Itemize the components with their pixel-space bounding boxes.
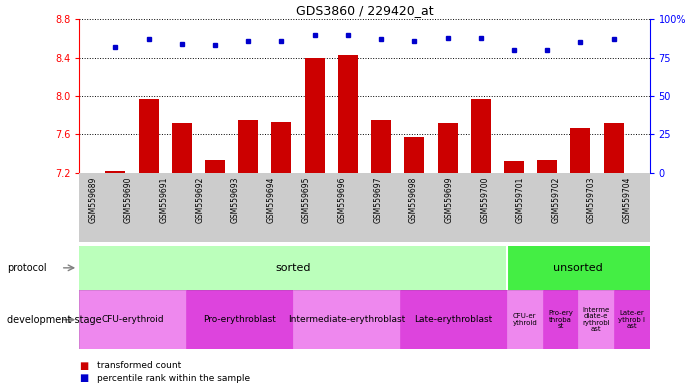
Text: GSM559696: GSM559696 [338,176,347,223]
Bar [507,173,542,242]
Bar [604,123,623,173]
Bar [578,290,614,349]
Text: ■: ■ [79,373,88,383]
Bar [614,290,650,349]
Bar [504,161,524,173]
Text: GSM559694: GSM559694 [267,176,276,223]
Bar [400,290,507,349]
Text: GSM559698: GSM559698 [409,176,418,223]
Bar [139,99,158,173]
Text: percentile rank within the sample: percentile rank within the sample [97,374,250,383]
Title: GDS3860 / 229420_at: GDS3860 / 229420_at [296,3,433,17]
Bar [238,120,258,173]
Text: GSM559695: GSM559695 [302,176,311,223]
Bar [507,246,650,290]
Text: GSM559704: GSM559704 [623,176,632,223]
Bar [187,290,293,349]
Bar [293,173,329,242]
Text: GSM559691: GSM559691 [160,176,169,223]
Bar [272,122,292,173]
Bar [404,137,424,173]
Bar [258,173,293,242]
Text: GSM559689: GSM559689 [88,176,97,223]
Text: Pro-erythroblast: Pro-erythroblast [203,315,276,324]
Bar [507,290,542,349]
Text: development stage: development stage [7,314,102,325]
Bar [542,173,578,242]
Bar [105,171,125,173]
Bar [115,173,151,242]
Text: GSM559693: GSM559693 [231,176,240,223]
Text: ■: ■ [79,361,88,371]
Text: GSM559701: GSM559701 [516,176,525,223]
Bar [437,123,457,173]
Text: transformed count: transformed count [97,361,181,370]
Text: protocol: protocol [7,263,46,273]
Text: Intermediate-erythroblast: Intermediate-erythroblast [288,315,406,324]
Bar [571,127,590,173]
Bar [151,173,187,242]
Bar [79,246,507,290]
Bar [614,173,650,242]
Text: Late-er
ythrob l
ast: Late-er ythrob l ast [618,310,645,329]
Bar [222,173,258,242]
Text: GSM559700: GSM559700 [480,176,489,223]
Text: CFU-er
ythroid: CFU-er ythroid [513,313,537,326]
Text: GSM559699: GSM559699 [444,176,453,223]
Bar [187,173,222,242]
Text: GSM559703: GSM559703 [587,176,596,223]
Bar [338,55,358,173]
Bar [400,173,436,242]
Text: CFU-erythroid: CFU-erythroid [102,315,164,324]
Bar [329,173,365,242]
Bar [542,290,578,349]
Bar [436,173,471,242]
Bar [293,290,400,349]
Text: unsorted: unsorted [553,263,603,273]
Bar [371,120,391,173]
Text: GSM559690: GSM559690 [124,176,133,223]
Bar [364,173,400,242]
Bar [79,290,187,349]
Bar [79,173,115,242]
Bar [205,161,225,173]
Text: Pro-ery
throba
st: Pro-ery throba st [548,310,573,329]
Text: Late-erythroblast: Late-erythroblast [415,315,493,324]
Text: GSM559697: GSM559697 [373,176,382,223]
Bar [471,99,491,173]
Text: GSM559692: GSM559692 [195,176,204,223]
Text: sorted: sorted [276,263,311,273]
Text: GSM559702: GSM559702 [551,176,560,223]
Text: Interme
diate-e
rythrobl
ast: Interme diate-e rythrobl ast [583,307,610,333]
Bar [471,173,507,242]
Bar [578,173,614,242]
Bar [172,123,191,173]
Bar [537,161,557,173]
Bar [305,58,325,173]
